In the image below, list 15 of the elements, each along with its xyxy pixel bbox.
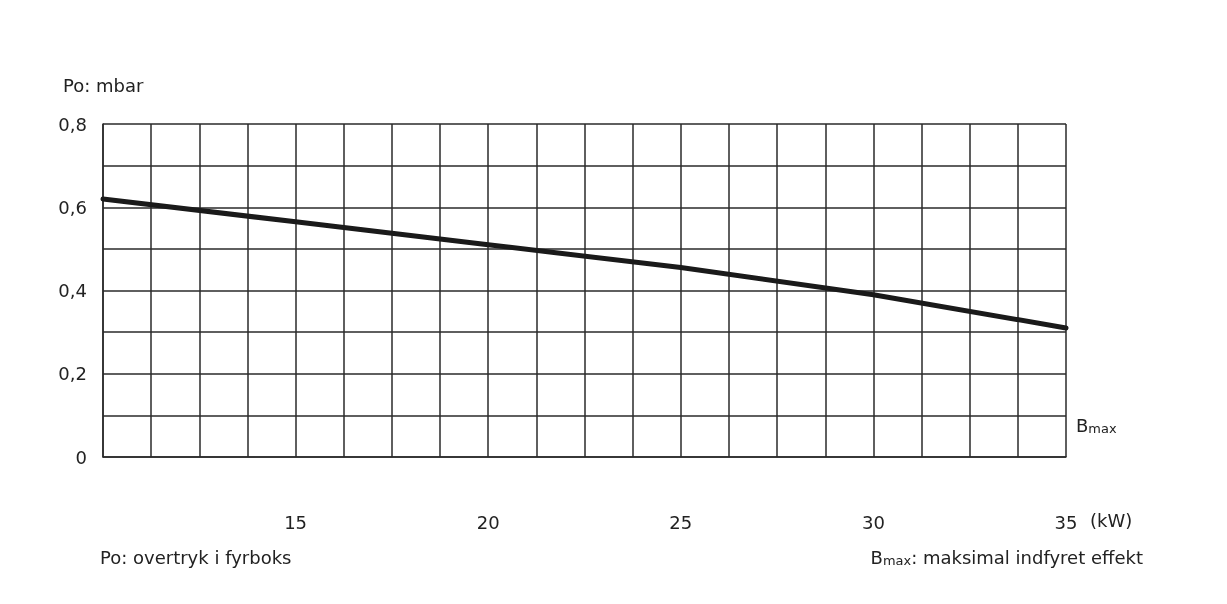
y-tick-label: 0,2 [58, 363, 87, 385]
x-tick-label: 20 [476, 511, 500, 533]
y-tick-label: 0,4 [58, 280, 87, 301]
text: Bmax: maksimal indfyret effekt [870, 546, 1144, 568]
text: (kW) [1090, 509, 1133, 531]
y-tick-label: 0,6 [58, 196, 87, 218]
x-tick-label: 35 [1054, 511, 1078, 533]
x-tick-label: 25 [669, 511, 693, 533]
x-tick-label: 15 [284, 511, 308, 533]
y-tick-label: 0,8 [58, 113, 87, 135]
y-axis-title: Po: mbar [63, 74, 144, 96]
x-axis-title: Bmax [1076, 414, 1117, 436]
text: Po: overtryk i fyrboks [100, 546, 292, 568]
x-tick-label: 30 [861, 511, 885, 533]
y-tick-label: 0 [75, 446, 87, 468]
